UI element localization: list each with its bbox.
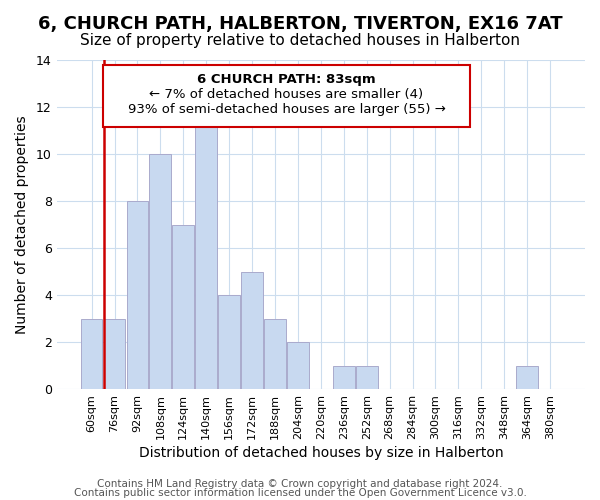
Bar	[333, 366, 355, 389]
Bar	[149, 154, 171, 389]
Bar	[241, 272, 263, 389]
FancyBboxPatch shape	[103, 65, 470, 127]
Text: ← 7% of detached houses are smaller (4): ← 7% of detached houses are smaller (4)	[149, 88, 424, 101]
Bar	[516, 366, 538, 389]
Text: Contains HM Land Registry data © Crown copyright and database right 2024.: Contains HM Land Registry data © Crown c…	[97, 479, 503, 489]
Bar	[196, 107, 217, 389]
Bar	[264, 318, 286, 389]
Text: Contains public sector information licensed under the Open Government Licence v3: Contains public sector information licen…	[74, 488, 526, 498]
Y-axis label: Number of detached properties: Number of detached properties	[15, 115, 29, 334]
Bar	[356, 366, 377, 389]
Bar	[218, 295, 240, 389]
X-axis label: Distribution of detached houses by size in Halberton: Distribution of detached houses by size …	[139, 446, 503, 460]
Text: 93% of semi-detached houses are larger (55) →: 93% of semi-detached houses are larger (…	[128, 102, 445, 116]
Bar	[287, 342, 309, 389]
Text: 6, CHURCH PATH, HALBERTON, TIVERTON, EX16 7AT: 6, CHURCH PATH, HALBERTON, TIVERTON, EX1…	[38, 15, 562, 33]
Bar	[127, 201, 148, 389]
Text: 6 CHURCH PATH: 83sqm: 6 CHURCH PATH: 83sqm	[197, 73, 376, 86]
Bar	[172, 224, 194, 389]
Bar	[80, 318, 103, 389]
Bar	[104, 318, 125, 389]
Text: Size of property relative to detached houses in Halberton: Size of property relative to detached ho…	[80, 32, 520, 48]
